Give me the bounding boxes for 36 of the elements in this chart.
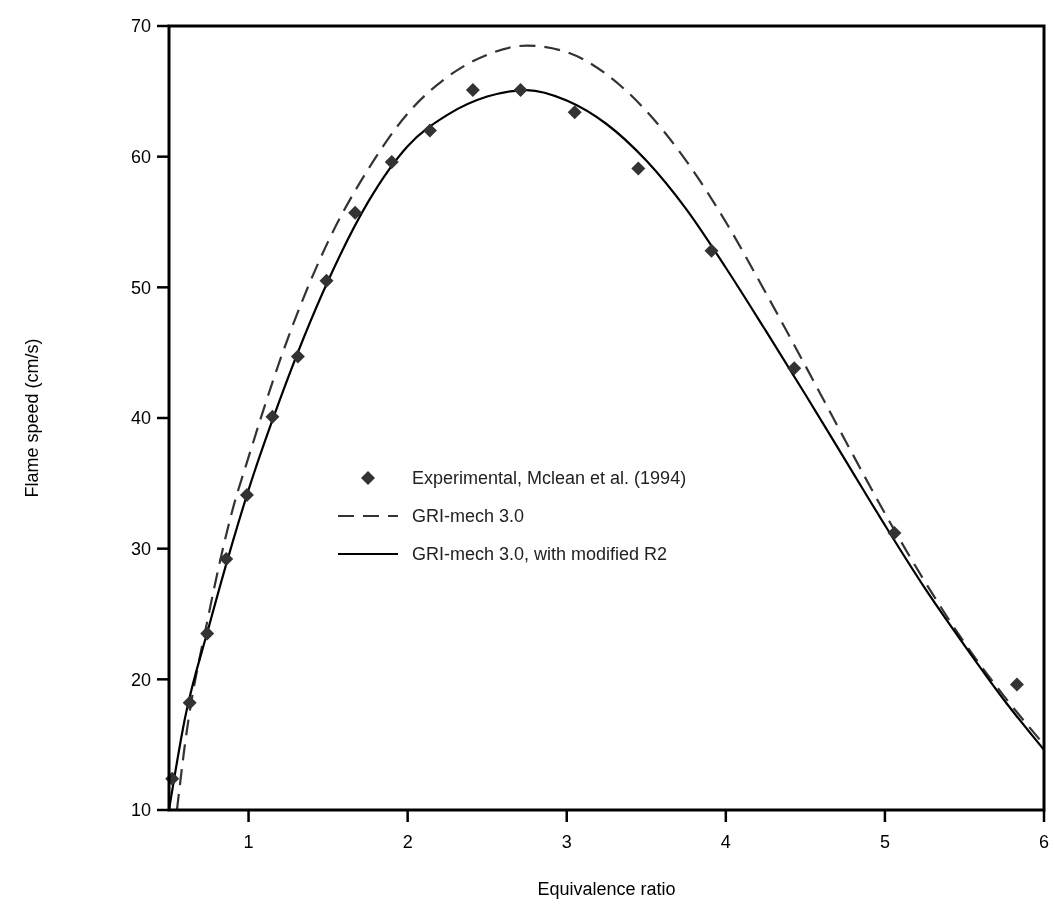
point (1009, 677, 1024, 692)
x-tick-label: 3 (561, 832, 572, 852)
y-tick-label: 20 (130, 669, 151, 690)
point (290, 349, 305, 364)
point (513, 83, 528, 98)
point (239, 488, 254, 503)
x-axis-title: Equivalence ratio (537, 879, 676, 899)
point (182, 695, 197, 710)
y-tick-label: 50 (130, 277, 151, 298)
point (887, 525, 902, 540)
y-tick-label: 70 (130, 16, 151, 37)
y-axis-title: Flame speed (cm/s) (22, 338, 42, 498)
point (384, 154, 399, 169)
point (265, 409, 280, 424)
y-tick-label: 40 (130, 408, 151, 429)
point (348, 205, 363, 220)
point (567, 105, 582, 120)
point (631, 161, 646, 176)
legend-label: GRI-mech 3.0, with modified R2 (412, 544, 668, 565)
point (704, 243, 719, 258)
legend-label: GRI-mech 3.0 (412, 506, 525, 527)
y-tick-label: 60 (130, 146, 151, 167)
x-tick-label: 5 (879, 832, 890, 852)
x-tick-label: 1 (243, 832, 254, 852)
x-tick-label: 4 (720, 832, 731, 852)
point (200, 626, 215, 641)
y-tick-label: 10 (130, 800, 151, 821)
point (422, 123, 437, 138)
point (787, 361, 802, 376)
y-tick-label: 30 (130, 538, 151, 559)
x-tick-label: 6 (1038, 832, 1050, 852)
x-tick-label: 2 (402, 832, 413, 852)
point (319, 273, 334, 288)
point (219, 552, 234, 567)
point (465, 83, 480, 98)
legend-label: Experimental, Mclean et al. (1994) (412, 468, 687, 489)
